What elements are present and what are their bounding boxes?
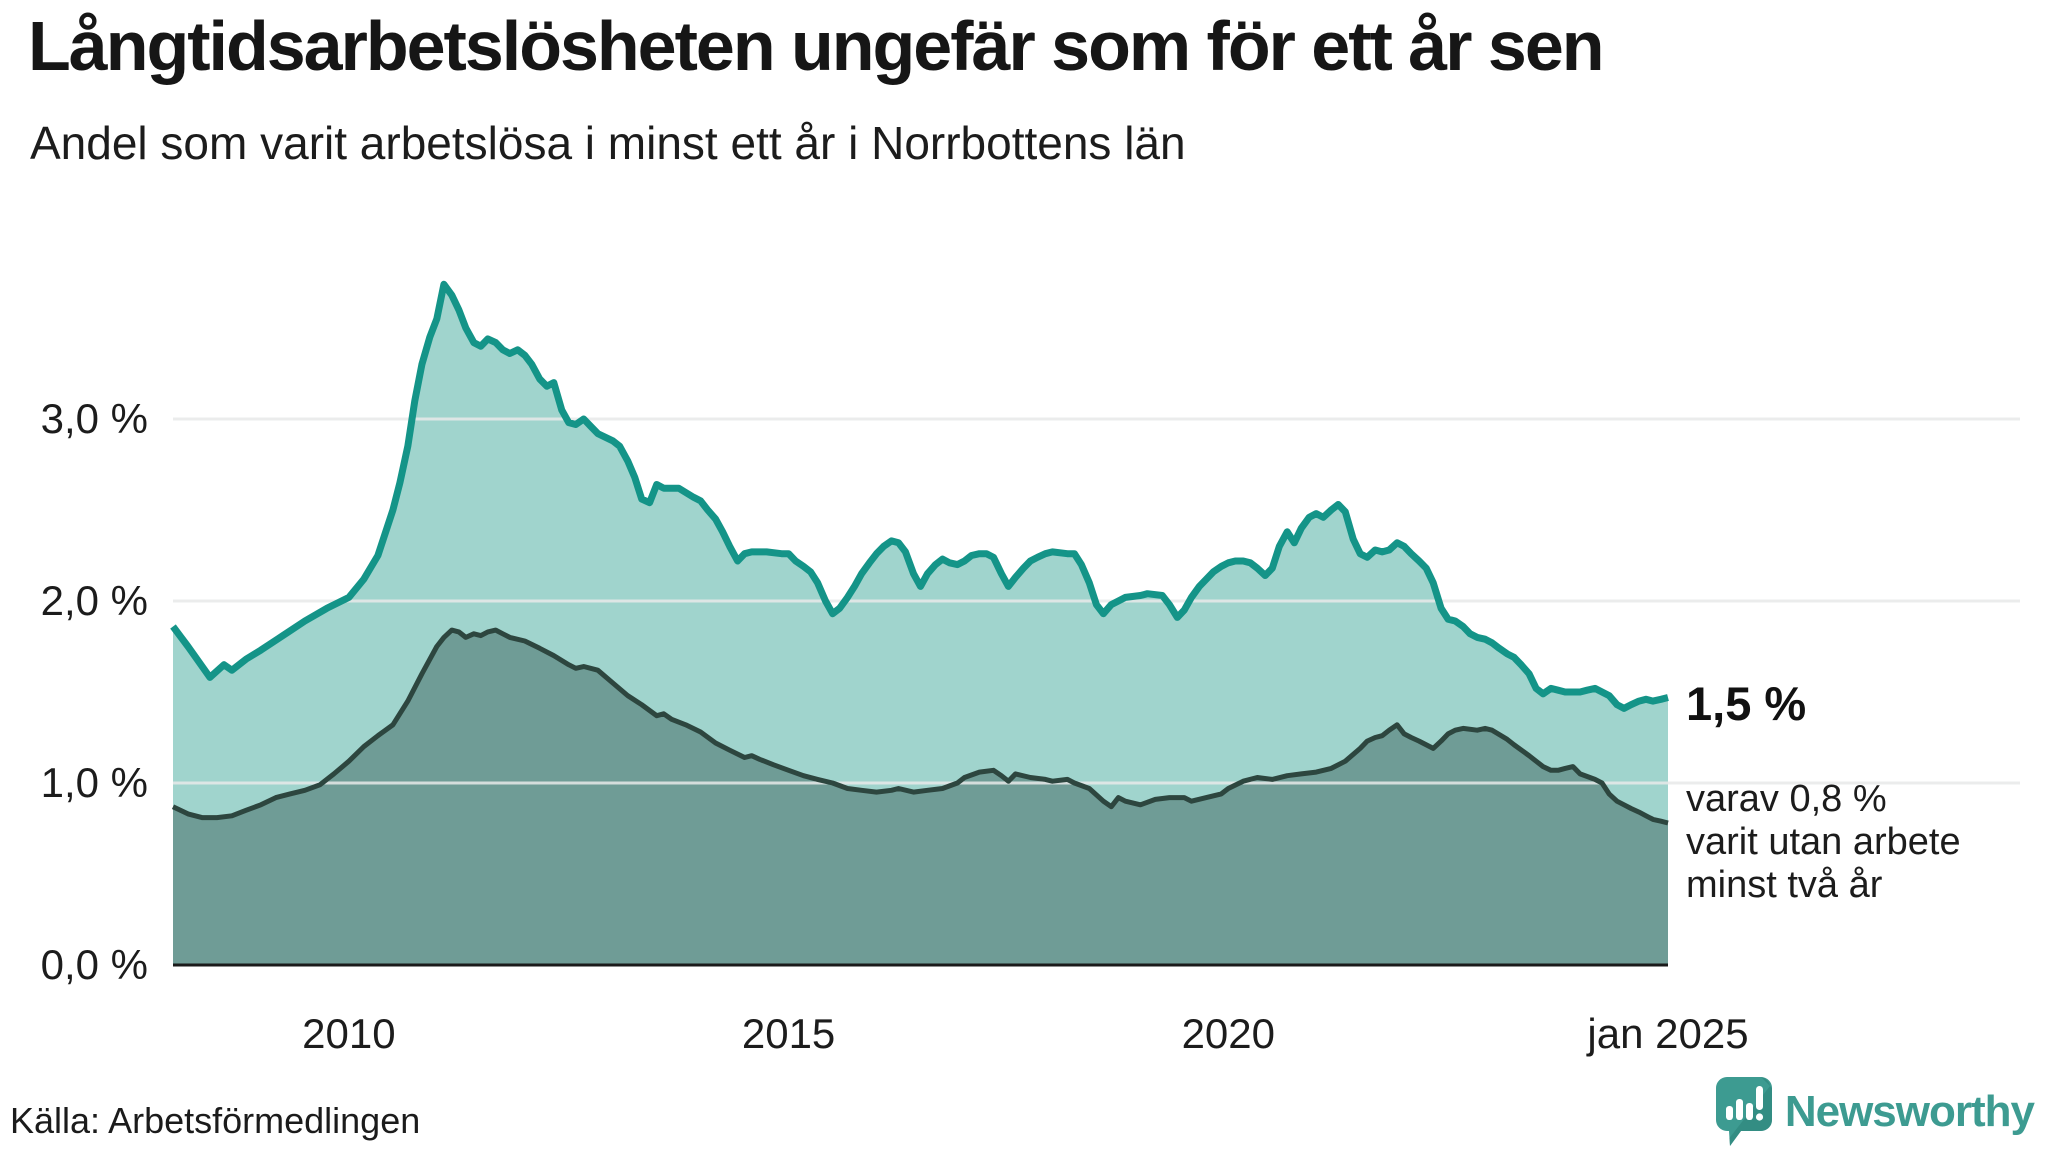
x-tick-label: 2010 [302,1010,396,1057]
annotation-line: varav 0,8 % [1686,778,1887,820]
x-tick-label: 2015 [741,1010,836,1057]
y-tick-label: 3,0 % [40,395,148,442]
y-tick-label: 1,0 % [40,759,148,806]
annotation-line: varit utan arbete [1686,821,1961,863]
brand-name: Newsworthy [1784,1087,2035,1136]
annotation-detail: varav 0,8 % varit utan arbete minst två … [1686,778,1961,907]
page-subtitle: Andel som varit arbetslösa i minst ett å… [30,117,1186,169]
annotation-line: minst två år [1686,864,1883,906]
y-tick-label: 0,0 % [40,941,148,988]
newsworthy-speech-bubble-chart-icon [1715,1077,1772,1146]
x-tick-label: jan 2025 [1587,1010,1749,1057]
y-tick-label: 2,0 % [40,577,148,624]
line-unemployed-two-years [171,627,1669,826]
line-unemployed-one-year [170,280,1669,712]
page-title: Långtidsarbetslösheten ungefär som för e… [28,7,1605,85]
x-tick-label: 2020 [1181,1010,1275,1057]
source-credit: Källa: Arbetsförmedlingen [10,1100,421,1141]
area-unemployed-two-years [173,630,1668,965]
latest-value-label: 1,5 % [1686,677,1807,730]
newsworthy-logo: Newsworthy [1715,1077,2035,1146]
